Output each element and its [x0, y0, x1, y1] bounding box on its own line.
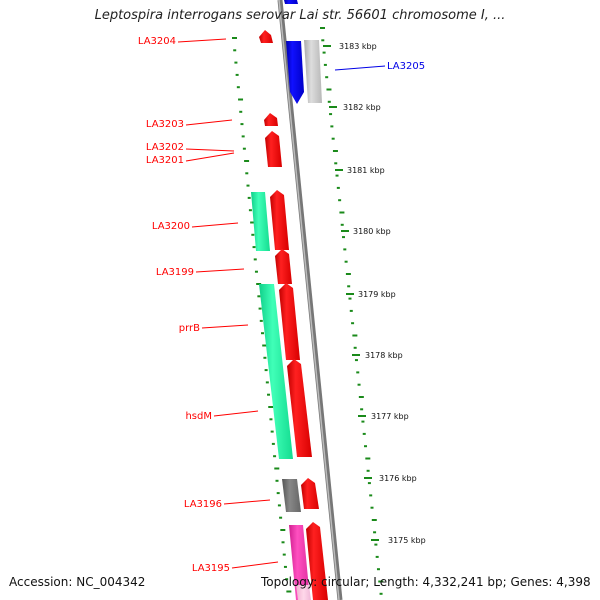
label-leaders [177, 38, 386, 569]
genome-stats-text: Topology: circular; Length: 4,332,241 bp… [261, 575, 591, 589]
gene-label-la3199[interactable]: LA3199 [156, 267, 194, 278]
gene-label-la3202[interactable]: LA3202 [146, 142, 184, 153]
scale-label-3177: 3177 kbp [371, 412, 409, 421]
gene-label-la3201[interactable]: LA3201 [146, 155, 184, 166]
gene-label-la3200[interactable]: LA3200 [152, 221, 190, 232]
scale-labels: 3183 kbp 3182 kbp 3181 kbp 3180 kbp 3179… [323, 42, 426, 545]
feature-la3205 [286, 41, 304, 104]
gene-label-la3195[interactable]: LA3195 [192, 563, 230, 574]
outer-tick-ruler [320, 27, 384, 595]
feature-la3204 [259, 30, 273, 43]
forward-strand-features [259, 0, 328, 600]
scale-label-3180: 3180 kbp [353, 227, 391, 236]
feature-pink [289, 525, 310, 600]
scale-label-3182: 3182 kbp [343, 103, 381, 112]
gene-label-prrb[interactable]: prrB [179, 323, 200, 334]
feature-la3200 [270, 190, 289, 250]
feature-gray-light [304, 40, 322, 103]
reverse-strand-features [251, 192, 311, 600]
scale-label-3178: 3178 kbp [365, 351, 403, 360]
feature-prrb [279, 283, 300, 360]
gene-label-la3196[interactable]: LA3196 [184, 499, 222, 510]
gene-label-la3205[interactable]: LA3205 [387, 61, 425, 72]
feature-la3202 [265, 131, 282, 167]
scale-label-3179: 3179 kbp [358, 290, 396, 299]
feature-green-1 [251, 192, 270, 251]
map-title: Leptospira interrogans serovar Lai str. … [94, 8, 506, 23]
feature-la3196-gray [282, 479, 301, 512]
gene-label-hsdm[interactable]: hsdM [185, 411, 212, 422]
feature-la3203 [264, 113, 278, 126]
feature-green-2 [259, 284, 293, 459]
feature-la3196-red [301, 478, 319, 509]
scale-label-3176: 3176 kbp [379, 474, 417, 483]
gene-label-la3203[interactable]: LA3203 [146, 119, 184, 130]
scale-label-3183: 3183 kbp [339, 42, 377, 51]
gene-label-la3204[interactable]: LA3204 [138, 36, 176, 47]
feature-pink-light [296, 585, 311, 600]
feature-la3195 [306, 522, 328, 600]
feature-la3199 [275, 249, 292, 284]
gene-labels: LA3204 LA3205 LA3203 LA3202 LA3201 LA320… [138, 36, 425, 574]
scale-label-3181: 3181 kbp [347, 166, 385, 175]
feature-blue-top [284, 0, 298, 4]
backbone [277, 0, 343, 600]
feature-hsdm [287, 359, 312, 457]
accession-text: Accession: NC_004342 [9, 575, 146, 589]
scale-label-3175: 3175 kbp [388, 536, 426, 545]
